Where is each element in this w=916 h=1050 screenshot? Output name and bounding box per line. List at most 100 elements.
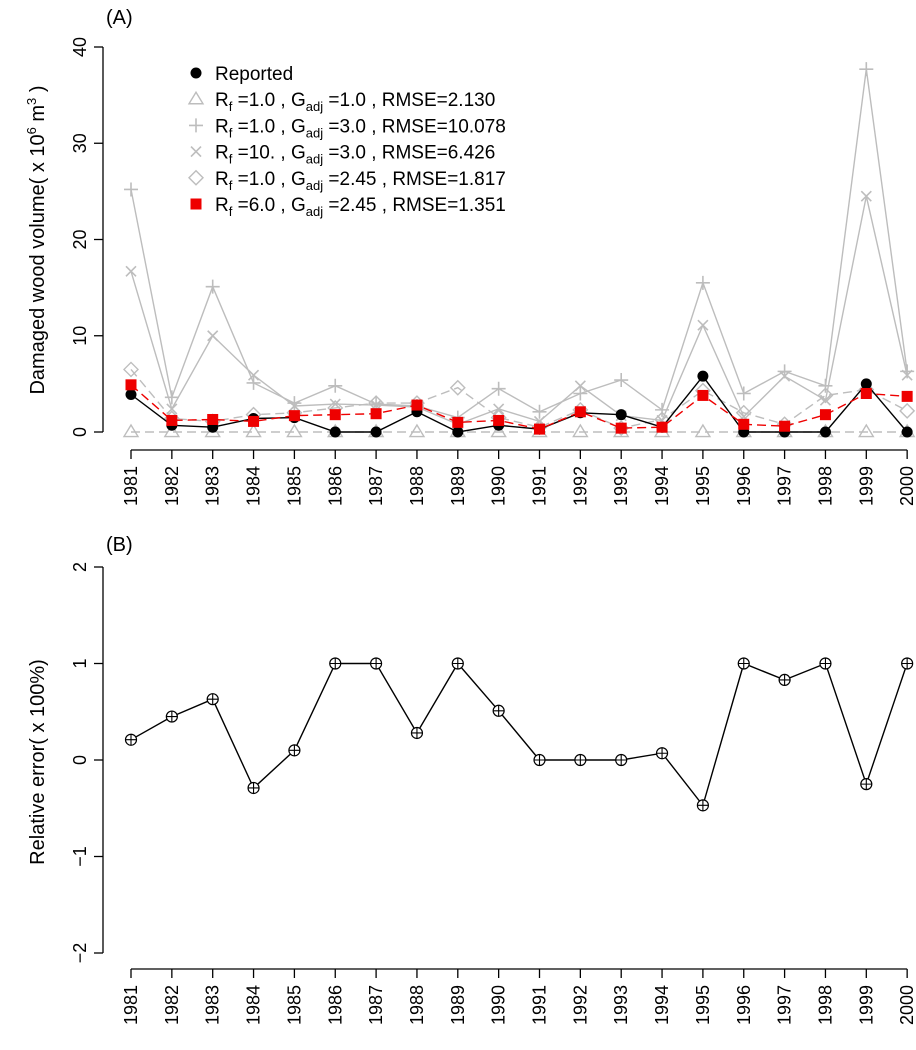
data-point-5-12 bbox=[615, 422, 627, 434]
data-point-2-2 bbox=[205, 279, 220, 294]
data-point-5-6 bbox=[370, 408, 382, 420]
series-line-3 bbox=[130, 196, 908, 426]
legend-label-part: f bbox=[229, 152, 233, 167]
data-point-3-19 bbox=[901, 369, 913, 381]
x-tick-label: 2000 bbox=[897, 466, 916, 506]
x-tick-label: 1998 bbox=[815, 466, 835, 506]
data-point-3-1 bbox=[166, 403, 178, 415]
x-tick-label: 1986 bbox=[325, 985, 345, 1025]
data-point-b0-10-cross bbox=[534, 754, 545, 766]
x-tick-label: 1999 bbox=[856, 466, 876, 506]
data-point-1-4 bbox=[286, 423, 303, 438]
data-point-2-18 bbox=[859, 62, 874, 77]
x-tick-label: 1984 bbox=[244, 466, 264, 506]
x-tick-label: 1994 bbox=[652, 985, 672, 1025]
legend-label-part: f bbox=[229, 99, 233, 114]
x-tick-label: 2000 bbox=[897, 985, 916, 1025]
panel-a-label: (A) bbox=[106, 7, 133, 29]
data-point-0-14 bbox=[697, 370, 709, 382]
x-tick-label: 1988 bbox=[407, 985, 427, 1025]
data-point-2-3 bbox=[246, 375, 261, 390]
data-point-5-14 bbox=[697, 389, 709, 401]
data-point-5-10 bbox=[534, 423, 545, 435]
legend-label-part: adj bbox=[306, 204, 323, 219]
data-point-b0-0-cross bbox=[125, 734, 137, 746]
data-point-b0-8-cross bbox=[452, 658, 464, 669]
series-line-5 bbox=[130, 384, 908, 430]
data-point-0-19 bbox=[901, 426, 913, 438]
x-tick-label: 1992 bbox=[570, 985, 590, 1025]
data-point-3-9 bbox=[493, 403, 505, 415]
x-tick-label: 1981 bbox=[121, 985, 141, 1025]
x-tick-label: 1999 bbox=[856, 985, 876, 1025]
data-point-5-3 bbox=[248, 415, 260, 427]
data-point-2-12 bbox=[614, 373, 629, 388]
data-point-b0-9-cross bbox=[493, 705, 505, 717]
legend-label-part: =1.0 , G bbox=[232, 169, 305, 190]
legend-label-part: Reported bbox=[215, 64, 293, 85]
panel-a-y-axis-title: Damaged wood volume( x 106 m3 ) bbox=[24, 85, 49, 394]
panel-a-series bbox=[122, 62, 916, 438]
panel-b-series bbox=[124, 657, 914, 812]
data-point-2-9 bbox=[491, 381, 506, 396]
legend-label-part: =1.0 , G bbox=[232, 90, 305, 111]
data-point-b0-5-cross bbox=[329, 658, 341, 669]
legend-marker-2 bbox=[189, 118, 203, 133]
x-tick-label: 1987 bbox=[366, 985, 386, 1025]
panel-b: (B) Relative error( x 100%) −2 −1 0 1 2 1981 1… bbox=[27, 534, 916, 1025]
legend-label-part: =3.0 , RMSE=10.078 bbox=[323, 116, 506, 137]
data-point-3-0 bbox=[125, 265, 137, 277]
x-tick-label: 1989 bbox=[448, 466, 468, 506]
data-point-5-0 bbox=[125, 379, 137, 391]
data-point-0-12 bbox=[615, 409, 627, 421]
legend-label-part: =6.0 , G bbox=[232, 195, 305, 216]
x-tick-label: 1988 bbox=[407, 466, 427, 506]
x-tick-label: 1985 bbox=[284, 466, 304, 506]
panel-a: (A) Damaged wood volume( x 106 m3 ) 0 10 2… bbox=[24, 7, 916, 506]
data-point-1-7 bbox=[408, 423, 426, 438]
legend-label-part: adj bbox=[306, 99, 323, 114]
data-point-b0-16-cross bbox=[779, 674, 791, 686]
series-line-4 bbox=[130, 368, 908, 429]
legend-label-part: f bbox=[229, 204, 233, 219]
data-point-5-11 bbox=[574, 406, 586, 418]
x-tick-label: 1983 bbox=[203, 466, 223, 506]
data-point-5-17 bbox=[819, 409, 831, 421]
x-tick-label: 1996 bbox=[734, 985, 754, 1025]
data-point-0-6 bbox=[370, 426, 382, 438]
data-point-3-2 bbox=[207, 330, 219, 342]
data-point-4-17 bbox=[817, 387, 834, 404]
data-point-5-18 bbox=[860, 388, 872, 399]
x-tick-label: 1983 bbox=[203, 985, 223, 1025]
x-tick-label: 1987 bbox=[366, 466, 386, 506]
legend-label-part: R bbox=[215, 169, 229, 190]
x-tick-label: 1997 bbox=[775, 466, 795, 506]
data-point-1-14 bbox=[694, 423, 712, 438]
data-point-3-14 bbox=[697, 319, 709, 331]
data-point-b0-3-cross bbox=[248, 782, 260, 794]
legend-label-part: R bbox=[215, 143, 229, 164]
y-tick-label: 10 bbox=[70, 326, 90, 346]
data-point-b0-12-cross bbox=[615, 754, 627, 766]
data-point-3-17 bbox=[819, 394, 832, 406]
legend-marker-4 bbox=[188, 169, 204, 186]
series-line-0 bbox=[130, 375, 908, 433]
data-point-b0-19-cross bbox=[901, 658, 913, 669]
data-point-0-17 bbox=[819, 426, 831, 438]
data-point-b0-11-cross bbox=[574, 754, 586, 766]
x-tick-label: 1993 bbox=[611, 466, 631, 506]
data-point-5-1 bbox=[166, 414, 178, 426]
x-tick-label: 1996 bbox=[734, 466, 754, 506]
legend-label-3: Rf =10. , Gadj =3.0 , RMSE=6.426 bbox=[215, 143, 495, 167]
data-point-b0-17-cross bbox=[819, 658, 831, 669]
y-tick-label: 30 bbox=[70, 133, 90, 153]
data-point-1-0 bbox=[122, 423, 140, 438]
data-point-3-16 bbox=[779, 370, 791, 382]
legend-label-2: Rf =1.0 , Gadj =3.0 , RMSE=10.078 bbox=[215, 116, 506, 140]
legend-label-part: =2.45 , RMSE=1.351 bbox=[323, 195, 506, 216]
data-point-4-19 bbox=[899, 402, 916, 419]
y-tick-label: −1 bbox=[70, 846, 90, 867]
data-point-5-19 bbox=[901, 390, 913, 402]
panel-a-axes: 0 10 20 30 40 1981 1982 1983 1984 1985 1986 1987 198… bbox=[70, 37, 916, 506]
